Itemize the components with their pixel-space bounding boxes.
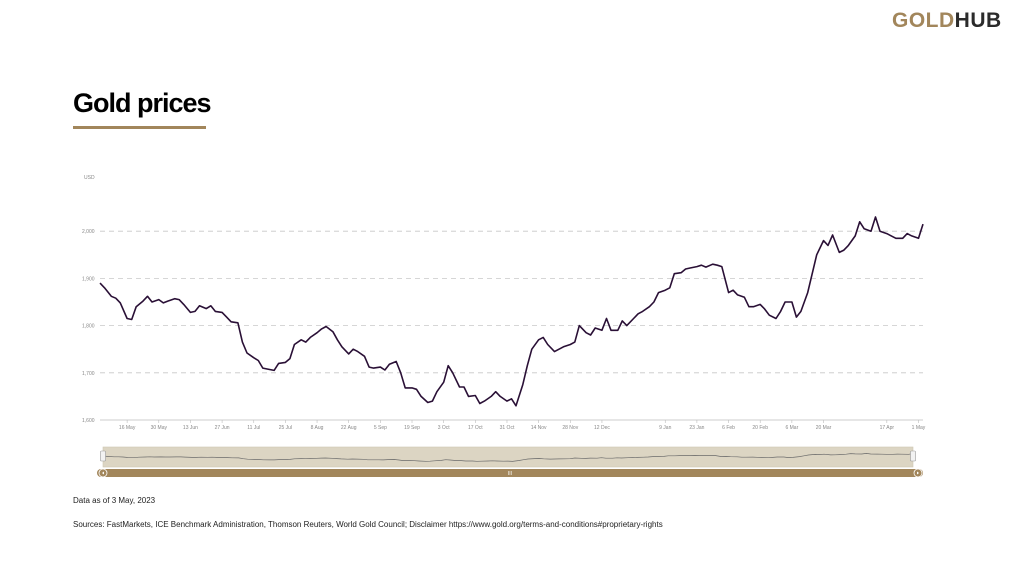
scrollbar-grip-icon: III xyxy=(508,471,512,477)
x-tick-label: 8 Aug xyxy=(311,425,324,431)
data-as-of-note: Data as of 3 May, 2023 xyxy=(73,496,156,505)
x-tick-label: 1 May xyxy=(912,425,926,431)
x-tick-label: 27 Jun xyxy=(215,425,230,431)
navigator-right-handle[interactable] xyxy=(910,450,916,462)
x-tick-label: 16 May xyxy=(119,425,136,431)
y-tick-label: 1,700 xyxy=(82,371,95,377)
x-tick-label: 20 Mar xyxy=(816,425,832,431)
logo-gold-text: GOLD xyxy=(892,9,955,32)
range-scrollbar[interactable] xyxy=(97,469,923,477)
x-tick-label: 5 Sep xyxy=(374,425,387,431)
x-tick-label: 31 Oct xyxy=(500,425,515,431)
chevron-left-icon xyxy=(102,471,104,475)
sources-note: Sources: FastMarkets, ICE Benchmark Admi… xyxy=(73,520,663,529)
navigator-left-handle[interactable] xyxy=(100,450,106,462)
y-tick-label: 1,600 xyxy=(82,418,95,424)
x-tick-label: 23 Jan xyxy=(689,425,704,431)
x-tick-label: 11 Jul xyxy=(247,425,260,431)
page-title: Gold prices xyxy=(73,88,212,118)
x-tick-label: 13 Jun xyxy=(183,425,198,431)
title-underline xyxy=(73,126,206,129)
x-tick-label: 12 Dec xyxy=(594,425,610,431)
x-tick-label: 28 Nov xyxy=(562,425,578,431)
x-tick-label: 14 Nov xyxy=(531,425,547,431)
x-tick-label: 19 Sep xyxy=(404,425,420,431)
x-tick-label: 25 Jul xyxy=(279,425,292,431)
x-tick-label: 9 Jan xyxy=(659,425,671,431)
x-tick-label: 22 Aug xyxy=(341,425,357,431)
gold-price-chart: USD 1,600 1,700 1,800 1,900 2,000 16 May 30 May… xyxy=(82,175,926,478)
x-tick-label: 30 May xyxy=(151,425,168,431)
x-tick-label: 17 Oct xyxy=(468,425,483,431)
goldhub-logo[interactable]: GOLDHUB xyxy=(892,9,1002,33)
x-tick-label: 6 Mar xyxy=(785,425,798,431)
x-tick-label: 17 Apr xyxy=(880,425,895,431)
chevron-right-icon xyxy=(917,471,919,475)
y-axis-label: USD xyxy=(84,175,95,181)
y-tick-label: 2,000 xyxy=(82,229,95,235)
logo-hub-text: HUB xyxy=(954,9,1002,32)
x-tick-label: 6 Feb xyxy=(722,425,735,431)
y-tick-label: 1,800 xyxy=(82,324,95,330)
y-tick-label: 1,900 xyxy=(82,276,95,282)
navigator-window[interactable] xyxy=(102,446,914,468)
x-tick-label: 20 Feb xyxy=(752,425,768,431)
gold-price-line xyxy=(99,216,924,407)
navigator-line xyxy=(102,453,914,462)
x-tick-label: 3 Oct xyxy=(438,425,451,431)
